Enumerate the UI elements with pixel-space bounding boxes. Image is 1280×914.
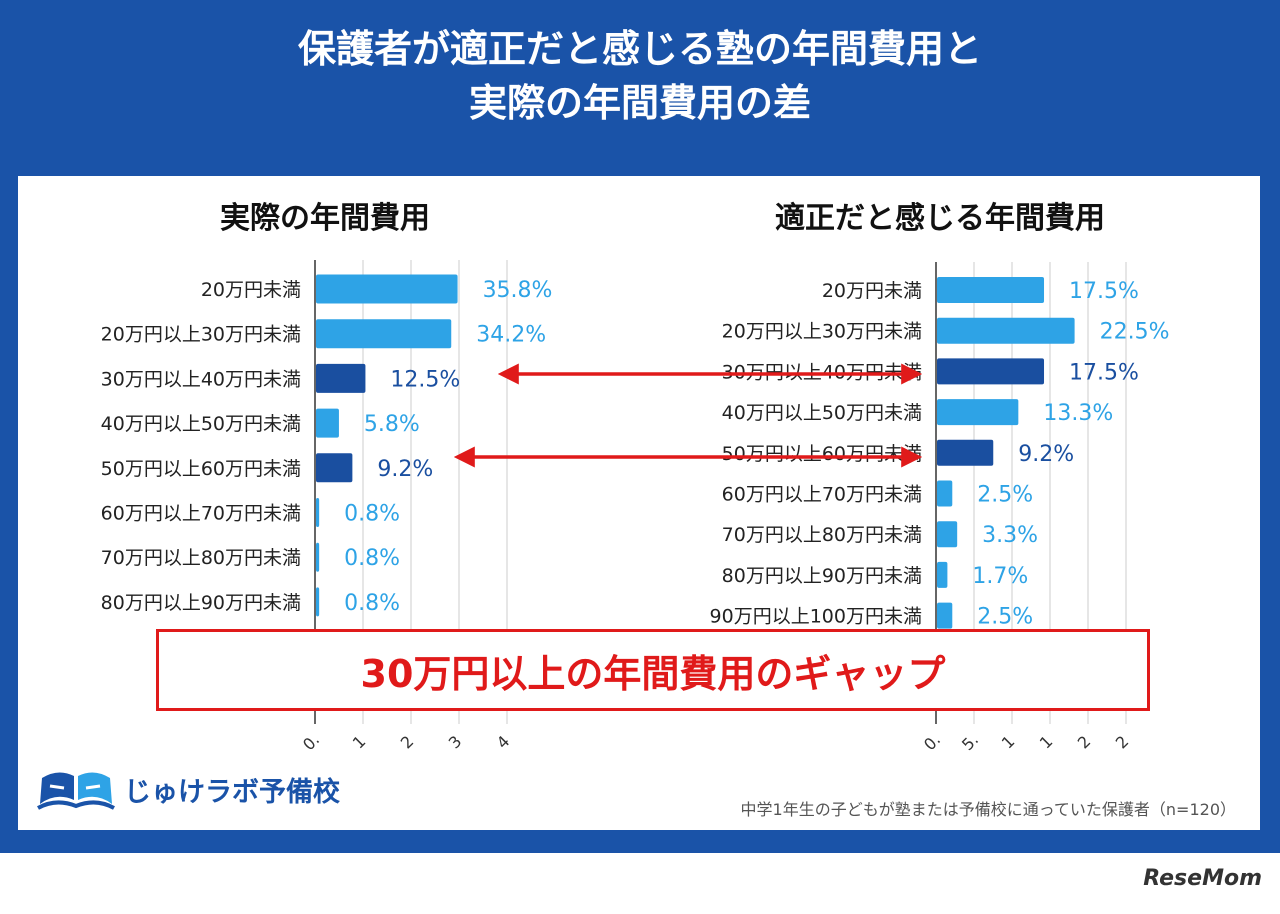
appropriate-category-label: 50万円以上60万円未満	[722, 443, 922, 465]
appropriate-value-label: 9.2%	[1018, 442, 1074, 467]
appropriate-value-label: 17.5%	[1069, 360, 1139, 385]
actual-bar	[316, 319, 452, 349]
appropriate-value-label: 22.5%	[1100, 320, 1170, 345]
appropriate-x-tick-label: 1	[998, 732, 1019, 753]
appropriate-chart-title: 適正だと感じる年間費用	[775, 201, 1105, 236]
actual-value-label: 0.8%	[344, 591, 400, 616]
appropriate-category-label: 90万円以上100万円未満	[710, 606, 922, 628]
brand-logo: じゅけラボ予備校	[36, 764, 340, 814]
actual-value-label: 35.8%	[483, 278, 553, 303]
appropriate-bar	[937, 277, 1045, 303]
appropriate-x-tick-label: 1	[1036, 732, 1057, 753]
actual-category-label: 40万円以上50万円未満	[101, 413, 301, 435]
appropriate-category-label: 80万円以上90万円未満	[722, 565, 922, 587]
appropriate-bar	[937, 399, 1019, 426]
appropriate-x-tick-label: 5.	[958, 730, 982, 754]
appropriate-category-label: 60万円以上70万円未満	[722, 484, 922, 506]
appropriate-bar	[937, 480, 953, 507]
actual-x-tick-label: 4	[493, 732, 514, 753]
appropriate-bar	[937, 358, 1045, 385]
appropriate-category-label: 20万円未満	[822, 280, 922, 302]
brand-logo-text: じゅけラボ予備校	[124, 776, 340, 808]
appropriate-bar	[937, 602, 953, 629]
page-title-line-2: 実際の年間費用の差	[468, 81, 811, 125]
actual-bar	[316, 363, 366, 393]
gap-callout: 30万円以上の年間費用のギャップ	[156, 629, 1150, 711]
actual-bar	[316, 408, 339, 438]
appropriate-value-label: 2.5%	[977, 605, 1033, 630]
appropriate-value-label: 1.7%	[972, 564, 1028, 589]
appropriate-value-label: 3.3%	[982, 523, 1038, 548]
actual-bar	[316, 453, 353, 483]
page-title: 保護者が適正だと感じる塾の年間費用と 実際の年間費用の差	[0, 22, 1280, 130]
actual-category-label: 30万円以上40万円未満	[101, 368, 301, 390]
actual-bar	[316, 498, 320, 527]
actual-category-label: 60万円以上70万円未満	[101, 503, 301, 525]
survey-footnote: 中学1年生の子どもが塾または予備校に通っていた保護者（n=120）	[740, 800, 1236, 819]
page-title-line-1: 保護者が適正だと感じる塾の年間費用と	[297, 27, 982, 71]
actual-category-label: 50万円以上60万円未満	[101, 458, 301, 480]
actual-value-label: 12.5%	[390, 367, 460, 392]
open-book-icon	[37, 772, 115, 810]
actual-category-label: 80万円以上90万円未満	[101, 592, 301, 614]
appropriate-category-label: 40万円以上50万円未満	[722, 402, 922, 424]
actual-bar	[316, 587, 320, 617]
actual-category-label: 20万円未満	[201, 279, 301, 301]
resemom-watermark: ReseMom	[1143, 866, 1262, 891]
gap-arrows	[453, 363, 923, 468]
appropriate-value-label: 2.5%	[977, 483, 1033, 508]
actual-bar	[316, 274, 458, 304]
appropriate-category-label: 20万円以上30万円未満	[722, 321, 922, 343]
actual-value-label: 9.2%	[377, 457, 433, 482]
actual-chart-title: 実際の年間費用	[220, 201, 430, 236]
appropriate-x-tick-label: 2	[1112, 732, 1133, 753]
actual-x-tick-label: 1	[349, 732, 370, 753]
appropriate-category-label: 70万円以上80万円未満	[722, 524, 922, 546]
actual-value-label: 0.8%	[344, 502, 400, 527]
actual-value-label: 34.2%	[476, 323, 546, 348]
actual-value-label: 5.8%	[364, 412, 420, 437]
appropriate-x-tick-label: 0.	[920, 730, 944, 754]
actual-x-tick-label: 0.	[299, 730, 323, 754]
appropriate-value-label: 13.3%	[1043, 401, 1113, 426]
actual-x-tick-label: 3	[445, 732, 466, 753]
actual-value-label: 0.8%	[344, 546, 400, 571]
appropriate-bar	[937, 439, 994, 466]
appropriate-bar	[937, 561, 948, 588]
actual-category-label: 20万円以上30万円未満	[101, 324, 301, 346]
appropriate-bar	[937, 317, 1075, 344]
appropriate-x-tick-label: 2	[1074, 732, 1095, 753]
actual-bar	[316, 542, 320, 572]
appropriate-bar	[937, 521, 958, 548]
appropriate-value-label: 17.5%	[1069, 279, 1139, 304]
actual-category-label: 70万円以上80万円未満	[101, 547, 301, 569]
actual-x-tick-label: 2	[397, 732, 418, 753]
chart-panel: 実際の年間費用 0. 1 2 3 4 20万円未満 35.8% 20万円以上30万円未満 34.2…	[18, 176, 1260, 830]
